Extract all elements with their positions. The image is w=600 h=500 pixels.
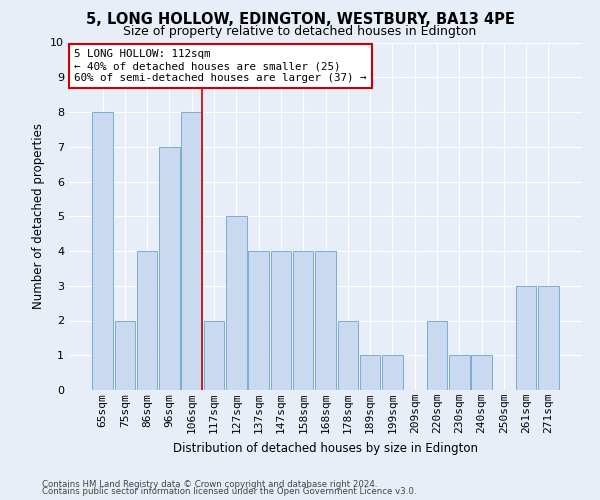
Bar <box>471 355 492 390</box>
X-axis label: Distribution of detached houses by size in Edington: Distribution of detached houses by size … <box>173 442 478 454</box>
Bar <box>293 251 313 390</box>
Bar <box>181 112 202 390</box>
Text: 5, LONG HOLLOW, EDINGTON, WESTBURY, BA13 4PE: 5, LONG HOLLOW, EDINGTON, WESTBURY, BA13… <box>86 12 514 26</box>
Bar <box>92 112 113 390</box>
Bar <box>159 147 180 390</box>
Bar <box>137 251 157 390</box>
Bar <box>382 355 403 390</box>
Text: 5 LONG HOLLOW: 112sqm
← 40% of detached houses are smaller (25)
60% of semi-deta: 5 LONG HOLLOW: 112sqm ← 40% of detached … <box>74 50 367 82</box>
Bar <box>338 320 358 390</box>
Bar <box>449 355 470 390</box>
Y-axis label: Number of detached properties: Number of detached properties <box>32 123 44 309</box>
Bar <box>115 320 135 390</box>
Text: Contains HM Land Registry data © Crown copyright and database right 2024.: Contains HM Land Registry data © Crown c… <box>42 480 377 489</box>
Text: Size of property relative to detached houses in Edington: Size of property relative to detached ho… <box>124 25 476 38</box>
Bar <box>427 320 447 390</box>
Text: Contains public sector information licensed under the Open Government Licence v3: Contains public sector information licen… <box>42 488 416 496</box>
Bar <box>516 286 536 390</box>
Bar <box>204 320 224 390</box>
Bar <box>248 251 269 390</box>
Bar <box>538 286 559 390</box>
Bar <box>315 251 336 390</box>
Bar <box>360 355 380 390</box>
Bar <box>226 216 247 390</box>
Bar <box>271 251 291 390</box>
